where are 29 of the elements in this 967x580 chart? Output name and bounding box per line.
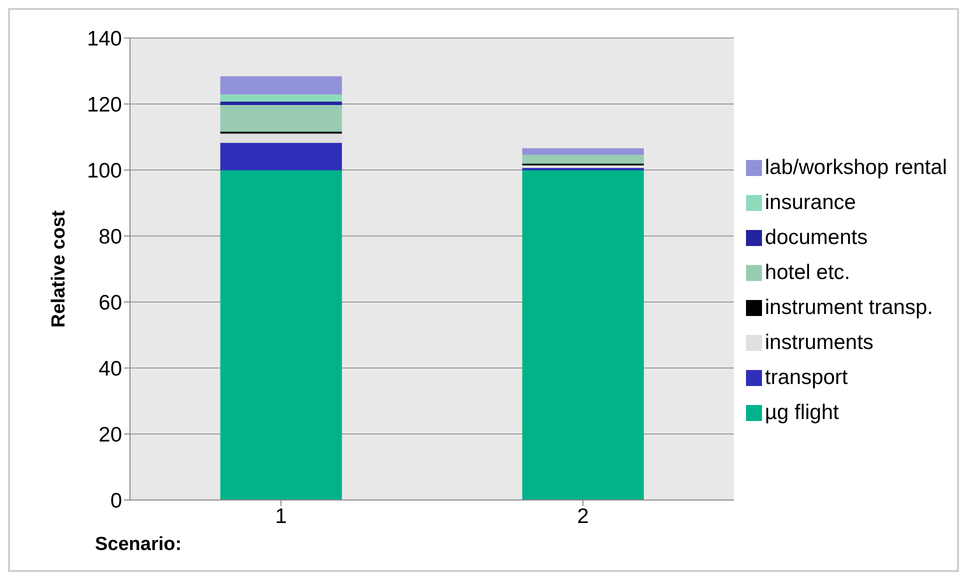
legend-label: insurance — [764, 190, 856, 214]
bar — [220, 170, 342, 500]
bar — [220, 101, 342, 105]
y-tick-label: 40 — [98, 357, 122, 380]
y-tick-label: 80 — [98, 225, 122, 248]
x-axis-title: Scenario: — [95, 534, 182, 555]
y-axis-title: Relative cost — [48, 210, 70, 328]
legend-label: documents — [764, 226, 868, 250]
legend-label: hotel etc. — [764, 260, 850, 284]
legend-label: instruments — [764, 330, 874, 354]
x-tick-label: 1 — [275, 504, 287, 528]
bar — [220, 133, 342, 143]
x-tick-label: 2 — [577, 504, 589, 528]
legend-label: instrument transp. — [764, 296, 933, 320]
y-tick-label: 0 — [110, 489, 122, 512]
y-tick-label: 140 — [86, 27, 122, 50]
bar — [220, 104, 342, 132]
bar — [522, 154, 644, 164]
legend-label: µg flight — [764, 400, 839, 424]
bar — [522, 170, 644, 500]
bar — [522, 148, 644, 155]
y-tick-label: 60 — [98, 291, 122, 314]
legend-label: lab/workshop rental — [764, 156, 947, 180]
y-tick-label: 20 — [98, 423, 122, 446]
y-tick-label: 100 — [86, 159, 122, 182]
bar — [220, 142, 342, 170]
bar — [220, 76, 342, 94]
y-tick-label: 120 — [86, 93, 122, 116]
legend-label: transport — [764, 366, 848, 390]
